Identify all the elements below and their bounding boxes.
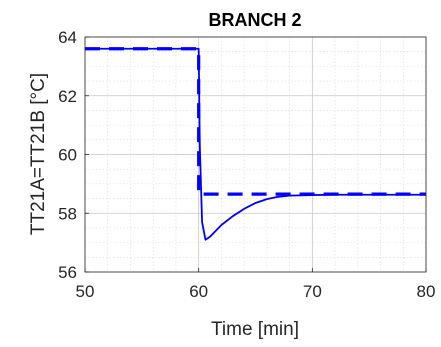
y-axis-label: TT21A=TT21B [°C] xyxy=(28,73,49,235)
tick-marks xyxy=(84,36,427,273)
y-tick-label: 58 xyxy=(58,204,77,223)
y-tick-label: 64 xyxy=(58,28,77,47)
y-tick-label: 62 xyxy=(58,87,77,106)
series-dashed-line xyxy=(85,47,426,196)
series-layer xyxy=(85,47,426,241)
x-axis-label: Time [min] xyxy=(211,319,299,340)
x-tick-label: 70 xyxy=(303,282,322,301)
x-tick-label: 60 xyxy=(189,282,208,301)
x-tick-label: 80 xyxy=(417,282,436,301)
series-solid-line xyxy=(85,47,426,241)
tick-labels: 50 60 70 80 56 58 60 62 64 xyxy=(58,28,435,301)
y-tick-label: 56 xyxy=(58,263,77,282)
chart-title: BRANCH 2 xyxy=(208,10,301,30)
x-tick-label: 50 xyxy=(76,282,95,301)
major-grid xyxy=(84,36,427,273)
y-tick-label: 60 xyxy=(58,146,77,165)
